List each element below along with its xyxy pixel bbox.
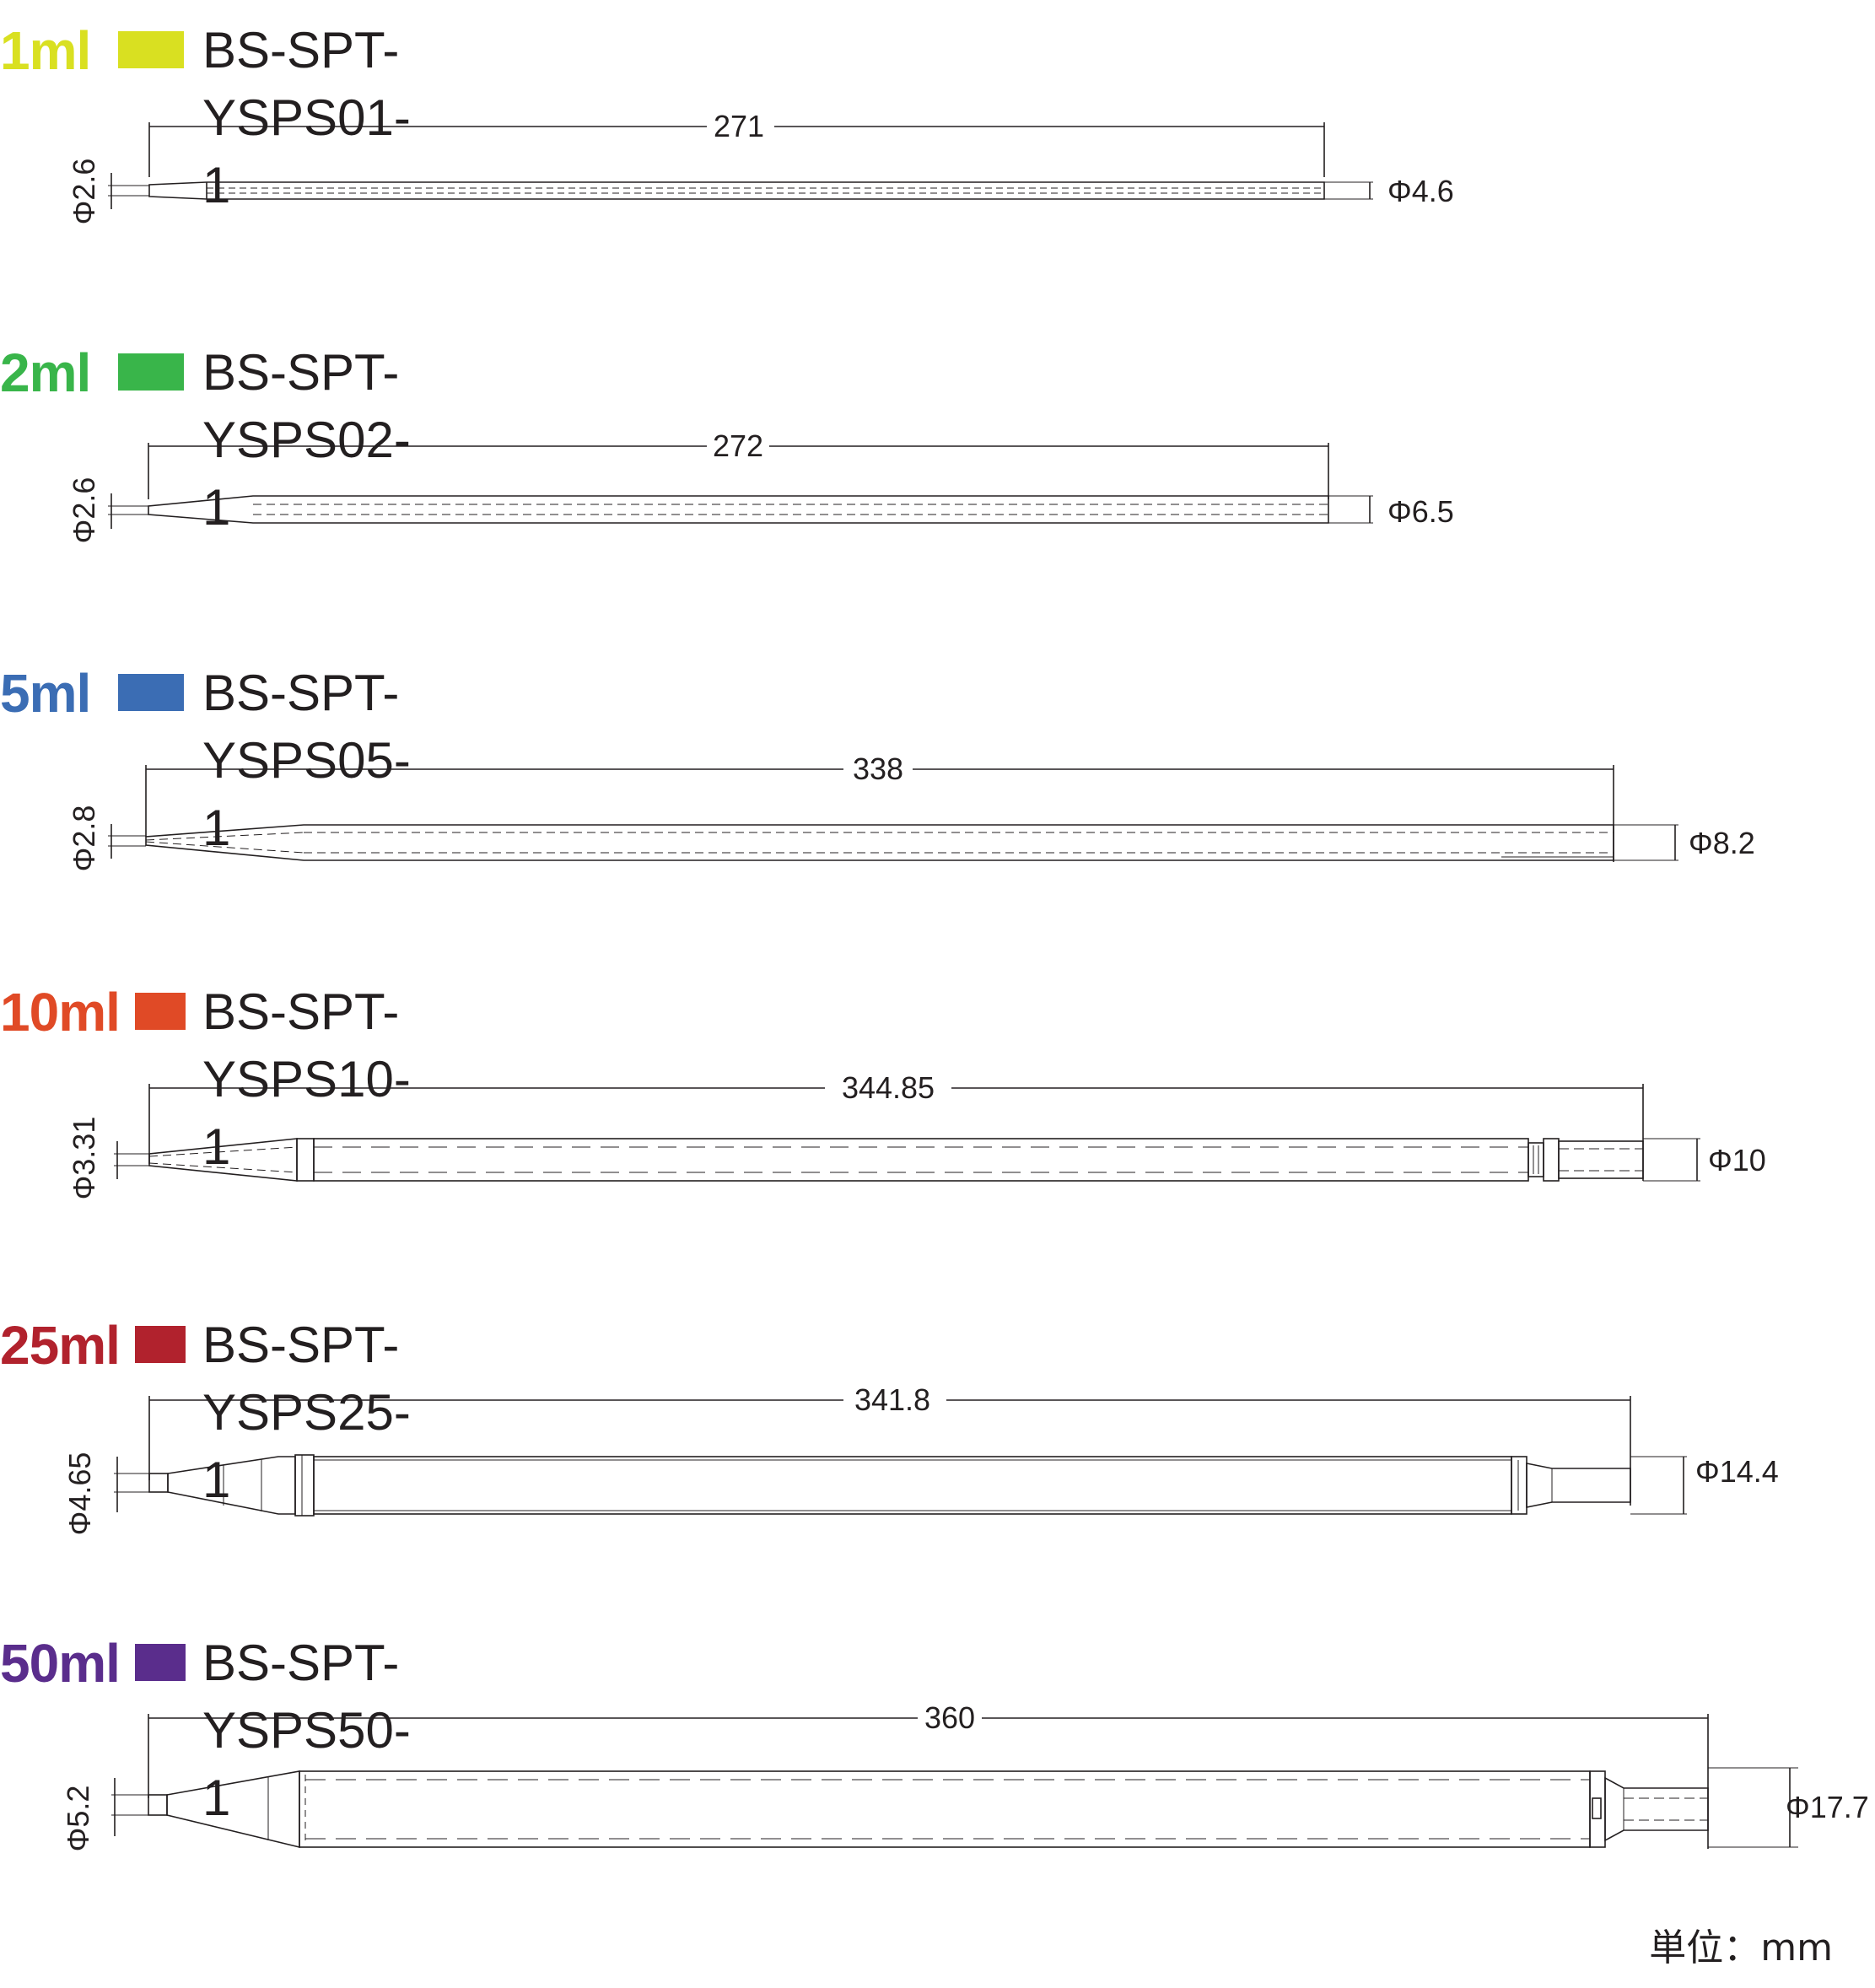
pipette-drawing: 338 Φ2.8 Φ8.2 (67, 752, 1755, 872)
product-code: BS-SPT-YSPS25-1 (202, 1317, 411, 1508)
color-swatch (135, 993, 186, 1030)
pipette-drawing: 360 Φ5.2 Φ17.7 (61, 1700, 1869, 1852)
color-swatch (118, 353, 184, 391)
color-swatch (118, 674, 184, 711)
body-diameter-label: Φ6.5 (1387, 494, 1454, 529)
tip-diameter-label: Φ2.8 (67, 805, 101, 872)
body-diameter-label: Φ4.6 (1387, 174, 1454, 208)
body-diameter-label: Φ17.7 (1786, 1790, 1869, 1824)
tip-diameter-label: Φ2.6 (67, 159, 101, 225)
pipette-drawing: 344.85 Φ3.31 Φ10 (67, 1070, 1766, 1200)
pipette-spec-50ml: 50ml BS-SPT-YSPS50-1 (0, 1630, 1875, 1883)
length-label: 360 (924, 1700, 975, 1735)
product-code: BS-SPT-YSPS02-1 (202, 344, 411, 536)
product-code: BS-SPT-YSPS05-1 (202, 665, 411, 856)
length-label: 338 (853, 752, 903, 786)
body-diameter-label: Φ14.4 (1695, 1454, 1779, 1489)
length-label: 272 (713, 428, 763, 463)
volume-label: 5ml (0, 663, 91, 724)
tip-diameter-label: Φ5.2 (61, 1786, 95, 1852)
volume-label: 10ml (0, 982, 121, 1042)
body-diameter-label: Φ8.2 (1689, 826, 1755, 860)
length-label: 271 (714, 109, 764, 143)
product-code: BS-SPT-YSPS10-1 (202, 983, 411, 1175)
tip-diameter-label: Φ4.65 (62, 1452, 97, 1536)
pipette-drawing: 272 Φ2.6 Φ6.5 (67, 428, 1454, 544)
unit-label: 単位：mm (1649, 1926, 1833, 1969)
volume-label: 25ml (0, 1315, 121, 1376)
product-code: BS-SPT-YSPS50-1 (202, 1635, 411, 1826)
tip-diameter-label: Φ2.6 (67, 477, 101, 544)
pipette-spec-2ml: 2ml BS-SPT-YSPS02-1 272 Φ2.6 Φ6.5 (0, 339, 1875, 592)
length-label: 344.85 (842, 1070, 935, 1105)
volume-label: 1ml (0, 20, 91, 81)
color-swatch (118, 31, 184, 68)
pipette-spec-10ml: 10ml BS-SPT-YSPS10-1 (0, 978, 1875, 1231)
color-swatch (135, 1644, 186, 1681)
tip-diameter-label: Φ3.31 (67, 1117, 101, 1200)
pipette-spec-1ml: 1ml BS-SPT-YSPS01-1 271 Φ2.6 Φ (0, 17, 1875, 270)
volume-label: 2ml (0, 342, 91, 403)
pipette-spec-25ml: 25ml BS-SPT-YSPS25-1 (0, 1312, 1875, 1565)
pipette-drawing: 341.8 Φ4.65 Φ14.4 (62, 1382, 1779, 1536)
volume-label: 50ml (0, 1633, 121, 1694)
body-diameter-label: Φ10 (1708, 1143, 1766, 1177)
pipette-drawing: 271 Φ2.6 Φ4.6 (67, 109, 1454, 225)
length-label: 341.8 (854, 1382, 930, 1417)
color-swatch (135, 1326, 186, 1363)
pipette-spec-5ml: 5ml BS-SPT-YSPS05-1 338 Φ2.8 Φ8.2 (0, 660, 1875, 913)
